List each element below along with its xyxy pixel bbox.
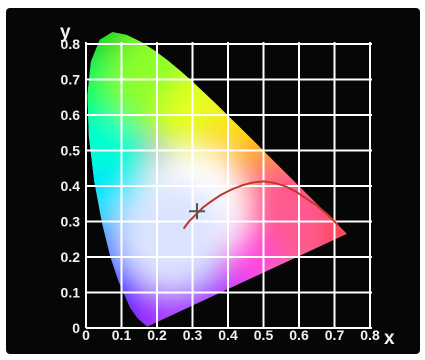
y-tick-label: 0.5 xyxy=(61,143,81,159)
x-tick-label: 0.8 xyxy=(360,327,380,343)
y-tick-label: 0 xyxy=(72,320,80,336)
x-tick-label: 0.5 xyxy=(254,327,274,343)
white-point-marker xyxy=(189,203,206,220)
y-tick-label: 0.6 xyxy=(61,107,81,123)
x-tick-label: 0.3 xyxy=(183,327,203,343)
y-tick-label: 0.1 xyxy=(61,285,81,301)
x-tick-label: 0.2 xyxy=(147,327,167,343)
spectral-gamut xyxy=(87,32,347,327)
grid-lines xyxy=(85,42,372,329)
x-tick-label: 0.4 xyxy=(218,327,238,343)
y-tick-label: 0.7 xyxy=(61,72,81,88)
y-axis-label: y xyxy=(60,22,71,43)
x-tick-label: 0.1 xyxy=(112,327,132,343)
chart-panel: 0 0.1 0.2 0.3 0.4 0.5 0.6 0.7 0.8 0 0.1 0.2 0.3 0.4 0… xyxy=(6,8,420,354)
y-tick-label: 0.2 xyxy=(61,249,81,265)
x-tick-labels: 0 0.1 0.2 0.3 0.4 0.5 0.6 0.7 0.8 xyxy=(82,327,380,343)
y-tick-label: 0.4 xyxy=(61,178,81,194)
y-tick-label: 0.3 xyxy=(61,214,81,230)
planckian-locus xyxy=(182,180,339,230)
x-tick-label: 0 xyxy=(82,327,90,343)
y-tick-labels: 0 0.1 0.2 0.3 0.4 0.5 0.6 0.7 0.8 xyxy=(61,36,81,336)
x-axis-label: x xyxy=(384,328,395,349)
y-tick-label: 0.8 xyxy=(61,36,81,52)
x-tick-label: 0.7 xyxy=(325,327,345,343)
gamut-color-blob xyxy=(116,180,227,291)
chromaticity-chart: 0 0.1 0.2 0.3 0.4 0.5 0.6 0.7 0.8 00.10.20.30.40… xyxy=(60,22,395,349)
x-tick-label: 0.6 xyxy=(289,327,309,343)
